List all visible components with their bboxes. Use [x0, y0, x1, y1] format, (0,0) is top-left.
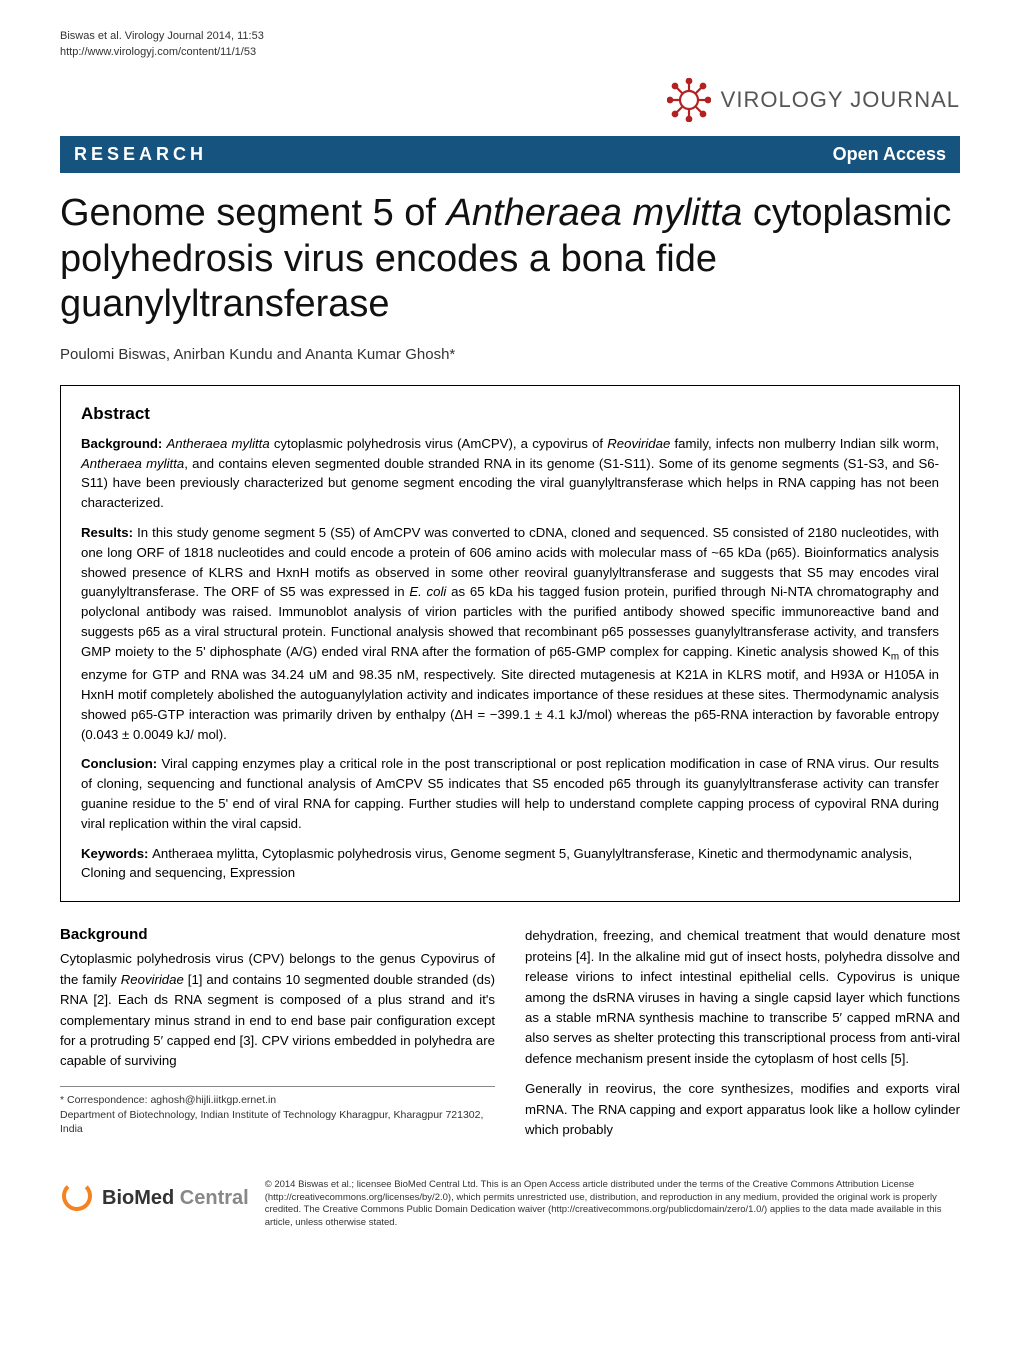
correspondence-affiliation: Department of Biotechnology, Indian Inst… [60, 1108, 495, 1137]
abstract-box: Abstract Background: Antheraea mylitta c… [60, 385, 960, 902]
abstract-background: Background: Antheraea mylitta cytoplasmi… [81, 434, 939, 513]
virus-icon [667, 78, 711, 122]
abstract-conclusion-label: Conclusion: [81, 756, 161, 771]
bmc-icon [60, 1179, 94, 1218]
background-paragraph-3: Generally in reovirus, the core synthesi… [525, 1079, 960, 1140]
column-left: Background Cytoplasmic polyhedrosis viru… [60, 926, 495, 1151]
article-title: Genome segment 5 of Antheraea mylitta cy… [60, 191, 960, 328]
open-access-label: Open Access [833, 144, 946, 165]
background-heading: Background [60, 926, 495, 943]
background-paragraph-1: Cytoplasmic polyhedrosis virus (CPV) bel… [60, 949, 495, 1072]
correspondence-block: * Correspondence: aghosh@hijli.iitkgp.er… [60, 1086, 495, 1137]
authors-line: Poulomi Biswas, Anirban Kundu and Ananta… [60, 346, 960, 363]
journal-logo: VIROLOGY JOURNAL [667, 78, 960, 122]
abstract-conclusion-text: Viral capping enzymes play a critical ro… [81, 756, 939, 830]
section-bar: RESEARCH Open Access [60, 136, 960, 173]
abstract-heading: Abstract [81, 404, 939, 424]
journal-name: VIROLOGY JOURNAL [721, 87, 960, 113]
running-url: http://www.virologyj.com/content/11/1/53 [60, 46, 960, 58]
body-columns: Background Cytoplasmic polyhedrosis viru… [60, 926, 960, 1151]
running-header: Biswas et al. Virology Journal 2014, 11:… [60, 30, 960, 42]
journal-brand-bar: VIROLOGY JOURNAL [60, 78, 960, 122]
correspondence-email: * Correspondence: aghosh@hijli.iitkgp.er… [60, 1093, 495, 1108]
section-type-label: RESEARCH [74, 144, 207, 165]
license-text: © 2014 Biswas et al.; licensee BioMed Ce… [265, 1179, 960, 1230]
abstract-results: Results: In this study genome segment 5 … [81, 523, 939, 744]
abstract-keywords: Keywords: Antheraea mylitta, Cytoplasmic… [81, 844, 939, 884]
bmc-text: BioMed Central [102, 1187, 249, 1210]
abstract-conclusion: Conclusion: Viral capping enzymes play a… [81, 754, 939, 833]
column-right: dehydration, freezing, and chemical trea… [525, 926, 960, 1151]
footer: BioMed Central © 2014 Biswas et al.; lic… [60, 1169, 960, 1230]
abstract-results-label: Results: [81, 525, 137, 540]
abstract-background-label: Background: [81, 436, 167, 451]
page-root: Biswas et al. Virology Journal 2014, 11:… [0, 0, 1020, 1260]
title-part1: Genome segment 5 of [60, 192, 447, 234]
title-italic: Antheraea mylitta [447, 192, 743, 234]
biomed-central-logo: BioMed Central [60, 1179, 249, 1218]
background-paragraph-2: dehydration, freezing, and chemical trea… [525, 926, 960, 1069]
abstract-keywords-label: Keywords: [81, 846, 152, 861]
